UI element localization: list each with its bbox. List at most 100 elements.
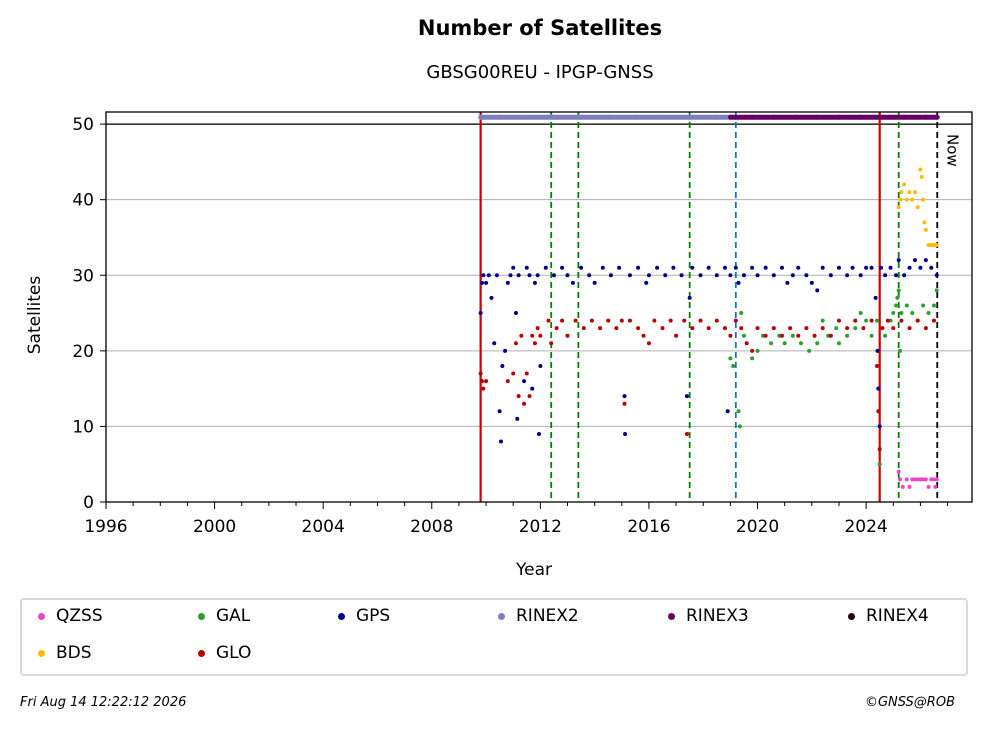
- point-gps: [888, 265, 893, 270]
- point-bds: [921, 197, 926, 202]
- point-gal: [739, 311, 744, 316]
- point-glo: [907, 326, 912, 331]
- legend-label: QZSS: [56, 606, 103, 626]
- point-gal: [895, 295, 900, 300]
- point-gal: [921, 303, 926, 308]
- point-glo: [527, 394, 532, 399]
- point-qzss: [896, 469, 901, 474]
- point-rinex3: [879, 114, 885, 120]
- point-gal: [910, 311, 915, 316]
- point-gps: [494, 273, 499, 278]
- point-gps: [733, 265, 738, 270]
- point-gps: [858, 273, 863, 278]
- point-gps: [511, 265, 516, 270]
- point-glo: [722, 326, 727, 331]
- point-gal: [798, 341, 803, 346]
- point-glo: [641, 333, 646, 338]
- point-glo: [511, 371, 516, 376]
- point-gps: [587, 273, 592, 278]
- point-glo: [684, 431, 689, 436]
- point-gps: [706, 265, 711, 270]
- point-rinex2: [632, 114, 638, 120]
- y-tick-label: 50: [72, 115, 94, 135]
- point-bds: [918, 167, 923, 172]
- point-gps: [902, 273, 907, 278]
- point-gps: [896, 258, 901, 263]
- x-tick-label: 2004: [302, 517, 345, 537]
- x-tick-label: 2016: [627, 517, 670, 537]
- point-glo: [522, 401, 527, 406]
- point-rinex2: [660, 114, 666, 120]
- point-glo: [876, 409, 881, 414]
- point-gps: [543, 265, 548, 270]
- point-glo: [636, 326, 641, 331]
- legend-marker: [198, 612, 205, 620]
- point-glo: [554, 326, 559, 331]
- point-gps: [879, 265, 884, 270]
- point-rinex3: [749, 114, 755, 120]
- point-gal: [877, 462, 882, 467]
- now-label: Now: [943, 134, 961, 167]
- point-gal: [741, 333, 746, 338]
- point-gps: [508, 273, 513, 278]
- point-gal: [874, 318, 879, 323]
- point-gps: [486, 273, 491, 278]
- point-gps: [907, 265, 912, 270]
- point-gps: [592, 280, 597, 285]
- point-gps: [912, 258, 917, 263]
- point-gal: [769, 341, 774, 346]
- point-glo: [627, 318, 632, 323]
- point-gps: [741, 273, 746, 278]
- point-glo: [874, 363, 879, 368]
- point-gps: [527, 273, 532, 278]
- legend-marker: [338, 612, 345, 620]
- point-gal: [869, 333, 874, 338]
- point-rinex3: [836, 114, 842, 120]
- point-bds: [898, 197, 903, 202]
- x-tick-label: 2012: [519, 517, 562, 537]
- point-glo: [698, 318, 703, 323]
- point-gal: [845, 333, 850, 338]
- point-glo: [682, 318, 687, 323]
- point-glo: [880, 326, 885, 331]
- point-gps: [771, 273, 776, 278]
- legend-item-gal: GAL: [198, 606, 250, 626]
- legend-marker: [848, 612, 855, 620]
- x-axis-label: Year: [515, 560, 552, 580]
- point-gps: [537, 431, 541, 436]
- point-gps: [934, 273, 939, 278]
- point-gps: [503, 348, 508, 353]
- point-glo: [581, 326, 586, 331]
- point-glo: [845, 326, 850, 331]
- x-tick-label: 1996: [84, 517, 127, 537]
- point-gps: [728, 273, 733, 278]
- point-qzss: [933, 484, 938, 489]
- legend-label: GPS: [356, 606, 391, 626]
- point-gal: [893, 303, 898, 308]
- point-bds: [922, 220, 927, 225]
- point-gps: [671, 265, 676, 270]
- point-glo: [869, 318, 874, 323]
- legend-label: RINEX3: [686, 606, 749, 626]
- point-gps: [845, 273, 850, 278]
- point-gal: [926, 311, 931, 316]
- point-gal: [834, 326, 839, 331]
- point-rinex2: [605, 114, 611, 120]
- point-glo: [788, 326, 793, 331]
- point-glo: [728, 333, 733, 338]
- chart-subtitle: GBSG00REU - IPGP-GNSS: [426, 62, 654, 83]
- y-axis-label: Satellites: [25, 276, 45, 355]
- point-gal: [891, 311, 896, 316]
- legend-item-glo: GLO: [198, 643, 251, 663]
- point-gps: [530, 386, 535, 391]
- legend-label: GAL: [216, 606, 251, 626]
- point-gps: [479, 280, 484, 285]
- point-gps: [873, 295, 878, 300]
- point-gps: [622, 394, 627, 399]
- point-gps: [918, 265, 923, 270]
- point-gal: [736, 409, 741, 414]
- point-glo: [535, 326, 540, 331]
- point-gps: [655, 265, 660, 270]
- point-glo: [836, 318, 841, 323]
- footer-date: Fri Aug 14 12:22:12 2026: [20, 695, 187, 710]
